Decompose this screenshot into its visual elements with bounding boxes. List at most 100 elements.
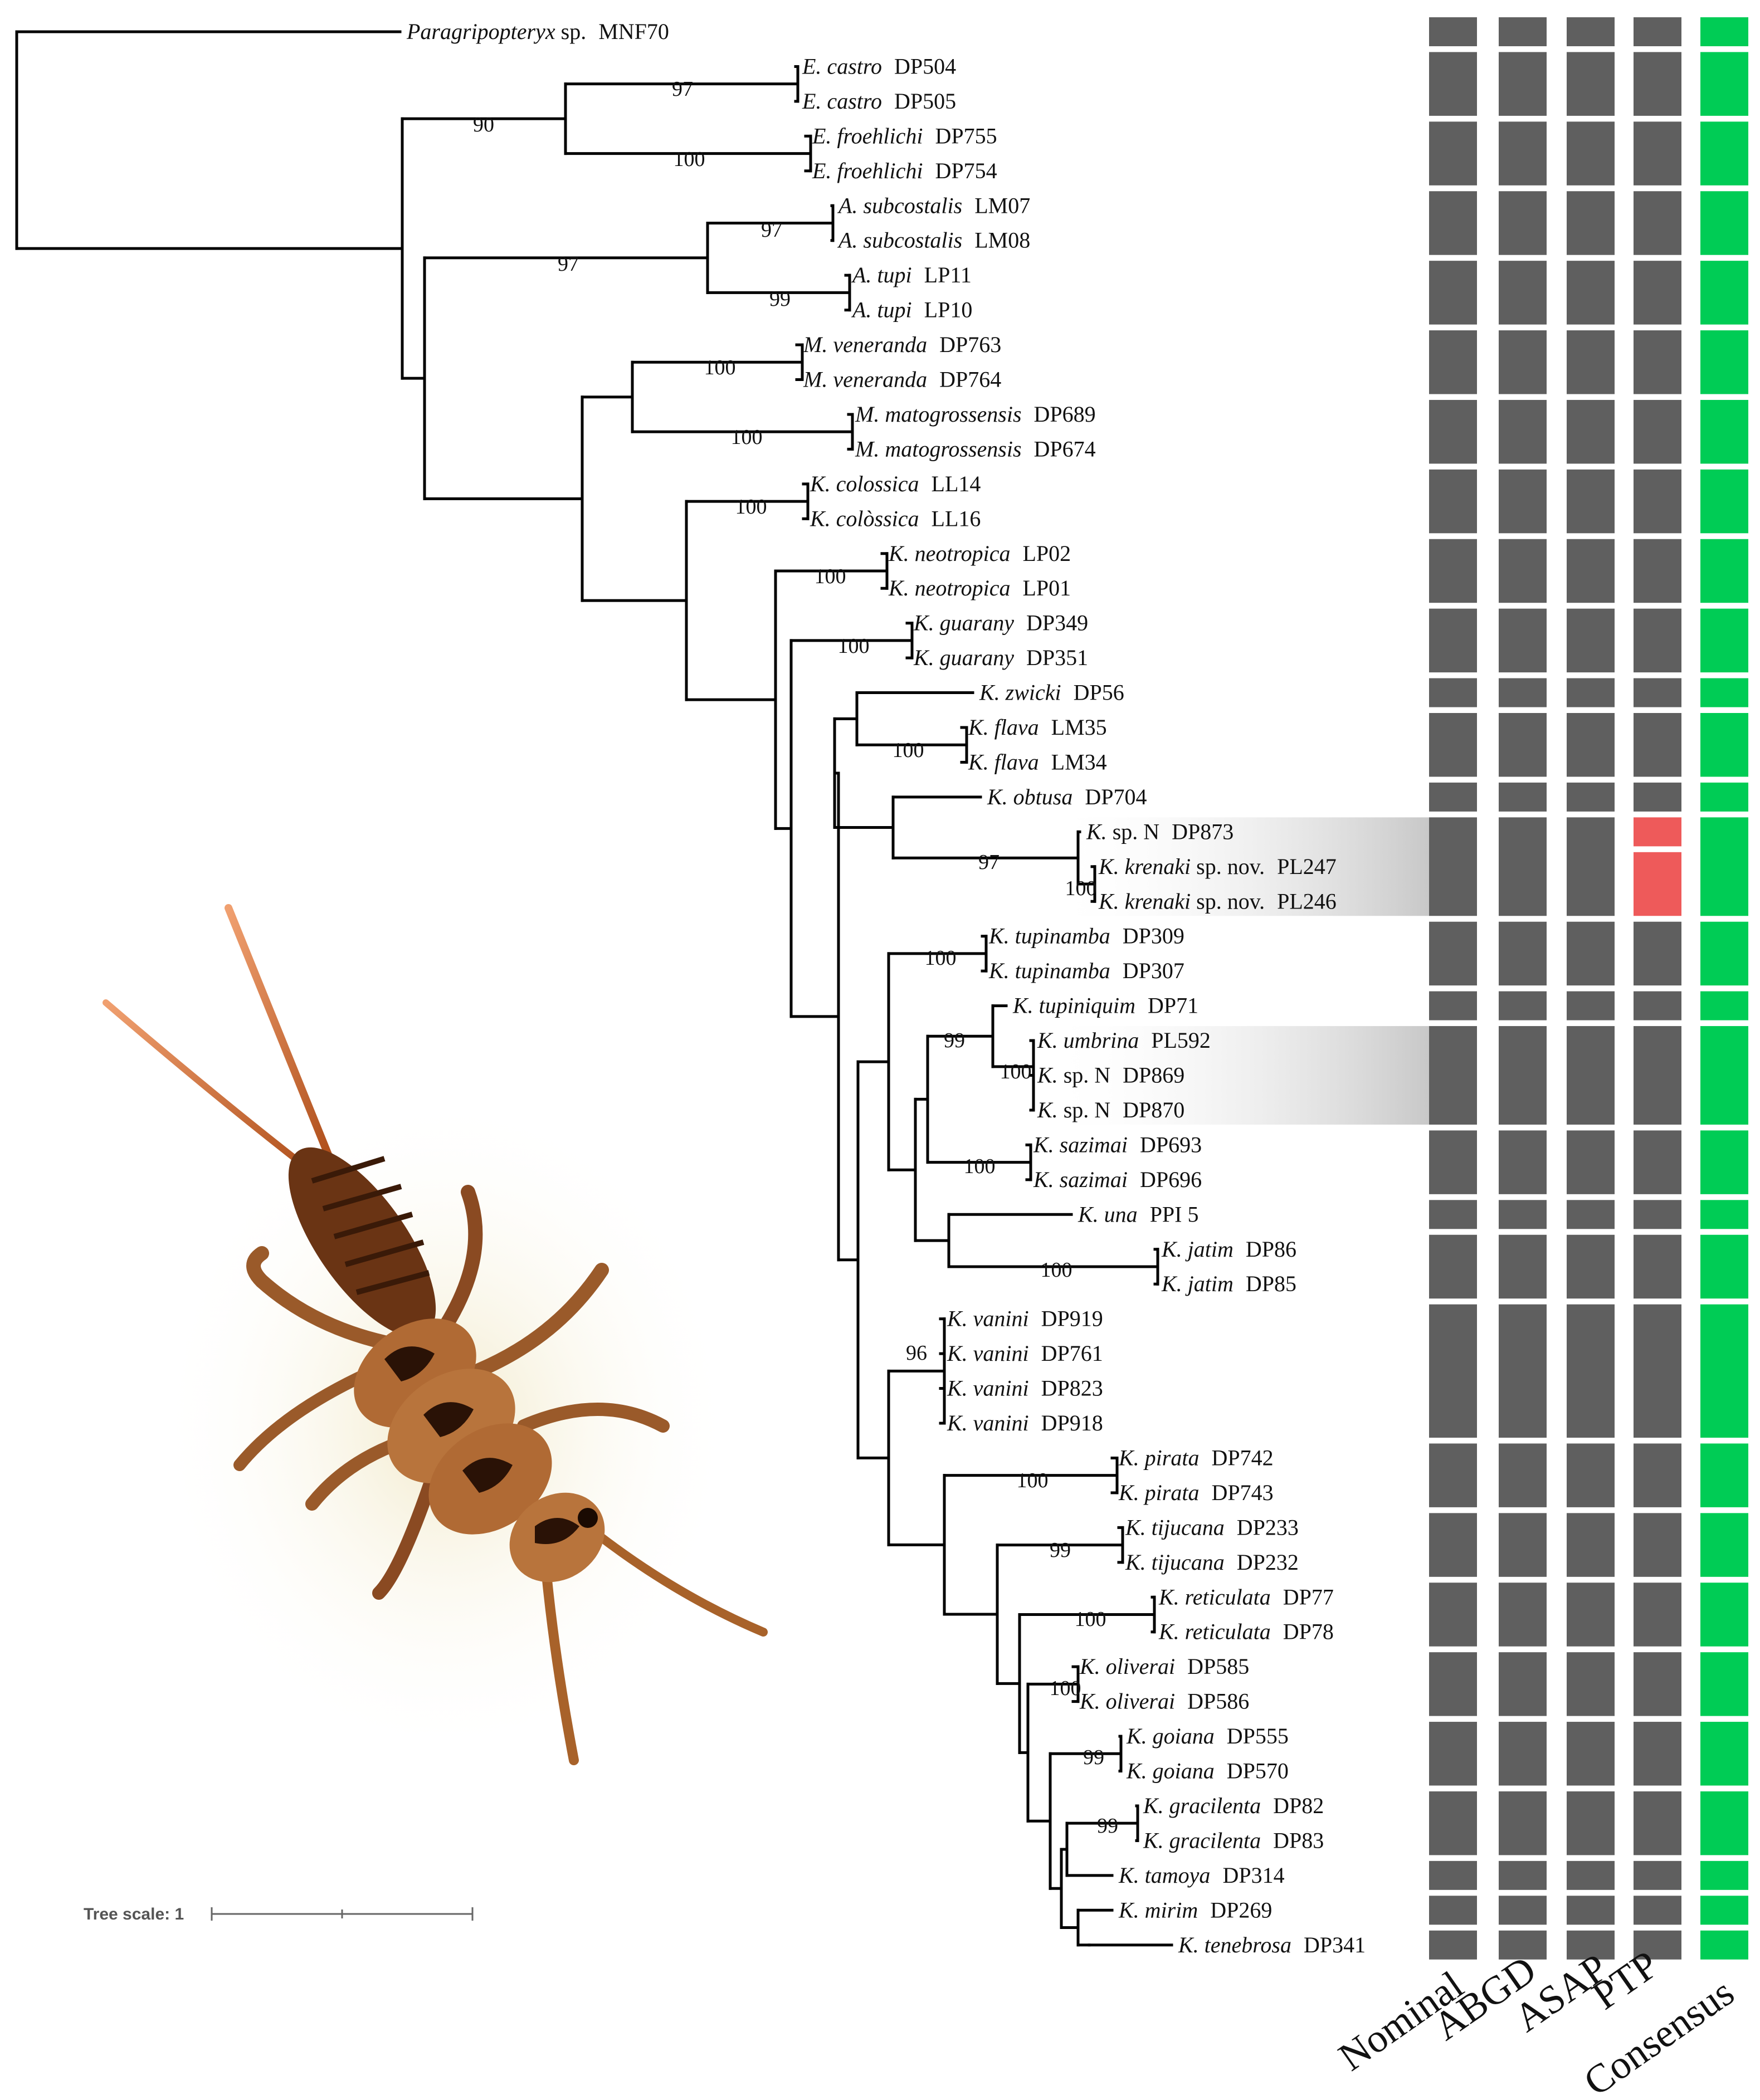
tip-species: K. tupinamba — [988, 924, 1110, 949]
bootstrap-value: 100 — [815, 565, 846, 588]
delimitation-cell — [1429, 678, 1477, 707]
delimitation-cell — [1634, 1652, 1681, 1716]
delimitation-cell — [1634, 1896, 1681, 1925]
delimitation-cell — [1567, 1443, 1615, 1507]
delimitation-cell — [1634, 1930, 1681, 1960]
delimitation-cell — [1634, 713, 1681, 777]
delimitation-cell — [1499, 608, 1547, 673]
tip-id: DP870 — [1123, 1097, 1184, 1122]
tip-species: K. tupinamba — [988, 958, 1110, 983]
delimitation-cell — [1634, 191, 1681, 255]
tip-label: E. castro DP505 — [802, 89, 956, 114]
delimitation-cell — [1634, 1130, 1681, 1194]
tip-id: PL592 — [1151, 1028, 1211, 1053]
tip-species: K. goiana — [1126, 1723, 1215, 1749]
tip-species: K. gracilenta — [1143, 1793, 1261, 1818]
delimitation-cell — [1700, 539, 1748, 603]
delimitation-cell — [1499, 539, 1547, 603]
tip-label: A. subcostalis LM07 — [837, 193, 1030, 218]
delimitation-cell — [1499, 1791, 1547, 1855]
tip-suffix: sp. nov. — [1191, 888, 1265, 914]
tip-species: K. colòssica — [810, 506, 919, 531]
tip-species: K. sazimai — [1033, 1167, 1128, 1192]
tip-suffix: sp. N — [1058, 1063, 1110, 1088]
delimitation-cell — [1499, 52, 1547, 116]
delimitation-cell — [1567, 330, 1615, 394]
tip-id: DP918 — [1041, 1410, 1103, 1435]
delimitation-cell — [1499, 330, 1547, 394]
delimitation-cell — [1499, 1652, 1547, 1716]
tip-id: LL14 — [932, 471, 981, 496]
tip-id: DP585 — [1187, 1654, 1249, 1679]
tip-label: K. sazimai DP696 — [1033, 1167, 1202, 1192]
delimitation-cell — [1634, 539, 1681, 603]
tip-label: K. sp. N DP873 — [1086, 819, 1234, 844]
delimitation-cell — [1700, 1791, 1748, 1855]
tip-species: K. pirata — [1118, 1445, 1199, 1470]
tip-id: DP85 — [1246, 1271, 1296, 1296]
tip-label: K. tijucana DP232 — [1125, 1550, 1299, 1575]
tip-species: M. matogrossensis — [855, 436, 1022, 461]
tip-label: K. tamoya DP314 — [1118, 1863, 1285, 1888]
tip-label: K. una PPI 5 — [1078, 1202, 1199, 1227]
delimitation-cell — [1429, 1722, 1477, 1786]
delimitation-cell — [1429, 17, 1477, 46]
tip-id: LP01 — [1023, 575, 1071, 600]
delimitation-cell — [1567, 1791, 1615, 1855]
delimitation-cell — [1634, 469, 1681, 534]
bootstrap-value: 100 — [838, 634, 870, 658]
delimitation-cell — [1634, 608, 1681, 673]
tip-species: K. obtusa — [987, 784, 1072, 809]
tip-species: K. — [1037, 1063, 1058, 1088]
delimitation-cell — [1429, 539, 1477, 603]
delimitation-cell — [1567, 1896, 1615, 1925]
tip-id: DP696 — [1140, 1167, 1202, 1192]
tip-label: K. tupinamba DP307 — [988, 958, 1184, 983]
tip-id: DP689 — [1034, 402, 1096, 427]
tip-label: K. vanini DP919 — [947, 1306, 1103, 1331]
delimitation-cell — [1499, 1443, 1547, 1507]
tip-label: A. subcostalis LM08 — [837, 228, 1030, 253]
delimitation-cell — [1700, 713, 1748, 777]
delimitation-cell — [1634, 121, 1681, 185]
tip-suffix: sp. — [555, 19, 587, 44]
tip-id: LP10 — [924, 297, 973, 323]
delimitation-cell — [1499, 817, 1547, 916]
delimitation-cell — [1429, 52, 1477, 116]
bootstrap-value: 99 — [1050, 1539, 1071, 1562]
tip-id: DP823 — [1041, 1376, 1103, 1401]
delimitation-cell — [1700, 1234, 1748, 1299]
tip-label: K. tenebrosa DP341 — [1178, 1932, 1366, 1957]
bootstrap-value: 100 — [1075, 1608, 1106, 1631]
tip-species: K. vanini — [947, 1376, 1029, 1401]
tip-id: DP570 — [1227, 1759, 1289, 1784]
highlight-bands — [1045, 817, 1429, 1125]
delimitation-cell — [1429, 191, 1477, 255]
delimitation-cell — [1429, 399, 1477, 464]
delimitation-cell — [1634, 1026, 1681, 1125]
delimitation-cell — [1567, 1583, 1615, 1647]
delimitation-cell — [1634, 782, 1681, 812]
tree-branches — [15, 30, 1173, 1947]
delimitation-cell — [1499, 713, 1547, 777]
tip-id: DP349 — [1026, 611, 1088, 636]
tip-label: K. neotropica LP02 — [888, 541, 1071, 566]
delimitation-cell — [1499, 1583, 1547, 1647]
highlight-band — [1050, 817, 1429, 916]
delimitation-cell — [1700, 1930, 1748, 1960]
tip-species: K. sazimai — [1033, 1132, 1128, 1157]
tip-id: PL247 — [1277, 854, 1337, 879]
delimitation-cell — [1429, 1930, 1477, 1960]
tip-label: K. tupiniquim DP71 — [1012, 993, 1198, 1018]
tip-label: K. goiana DP570 — [1126, 1759, 1289, 1784]
delimitation-cell — [1499, 921, 1547, 986]
delimitation-cell — [1499, 1860, 1547, 1890]
tip-id: DP761 — [1041, 1341, 1103, 1366]
tip-id: DP351 — [1026, 645, 1088, 670]
delimitation-cell — [1700, 399, 1748, 464]
tip-id: DP754 — [935, 158, 997, 183]
delimitation-cell — [1499, 1200, 1547, 1229]
tip-id: DP269 — [1210, 1897, 1272, 1922]
delimitation-cell — [1499, 399, 1547, 464]
